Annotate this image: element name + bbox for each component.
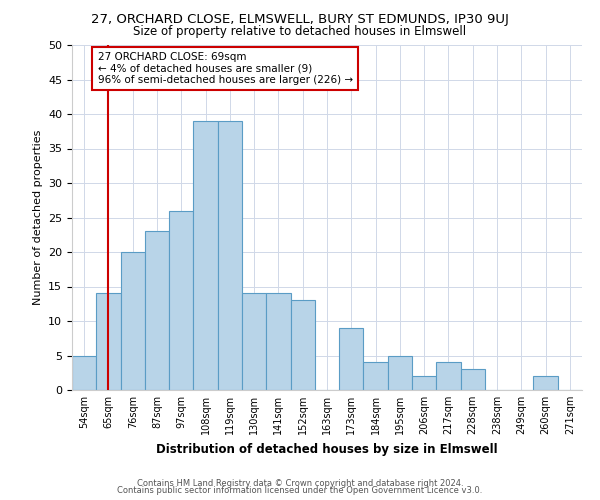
Bar: [533, 376, 558, 390]
Bar: [388, 356, 412, 390]
X-axis label: Distribution of detached houses by size in Elmswell: Distribution of detached houses by size …: [156, 442, 498, 456]
Text: Contains HM Land Registry data © Crown copyright and database right 2024.: Contains HM Land Registry data © Crown c…: [137, 478, 463, 488]
Bar: [364, 362, 388, 390]
Y-axis label: Number of detached properties: Number of detached properties: [32, 130, 43, 305]
Bar: [72, 356, 96, 390]
Bar: [218, 121, 242, 390]
Bar: [266, 294, 290, 390]
Bar: [242, 294, 266, 390]
Bar: [169, 210, 193, 390]
Text: Size of property relative to detached houses in Elmswell: Size of property relative to detached ho…: [133, 25, 467, 38]
Bar: [290, 300, 315, 390]
Bar: [436, 362, 461, 390]
Bar: [145, 232, 169, 390]
Text: Contains public sector information licensed under the Open Government Licence v3: Contains public sector information licen…: [118, 486, 482, 495]
Bar: [193, 121, 218, 390]
Bar: [461, 370, 485, 390]
Text: 27, ORCHARD CLOSE, ELMSWELL, BURY ST EDMUNDS, IP30 9UJ: 27, ORCHARD CLOSE, ELMSWELL, BURY ST EDM…: [91, 12, 509, 26]
Bar: [121, 252, 145, 390]
Bar: [96, 294, 121, 390]
Text: 27 ORCHARD CLOSE: 69sqm
← 4% of detached houses are smaller (9)
96% of semi-deta: 27 ORCHARD CLOSE: 69sqm ← 4% of detached…: [97, 52, 353, 85]
Bar: [412, 376, 436, 390]
Bar: [339, 328, 364, 390]
